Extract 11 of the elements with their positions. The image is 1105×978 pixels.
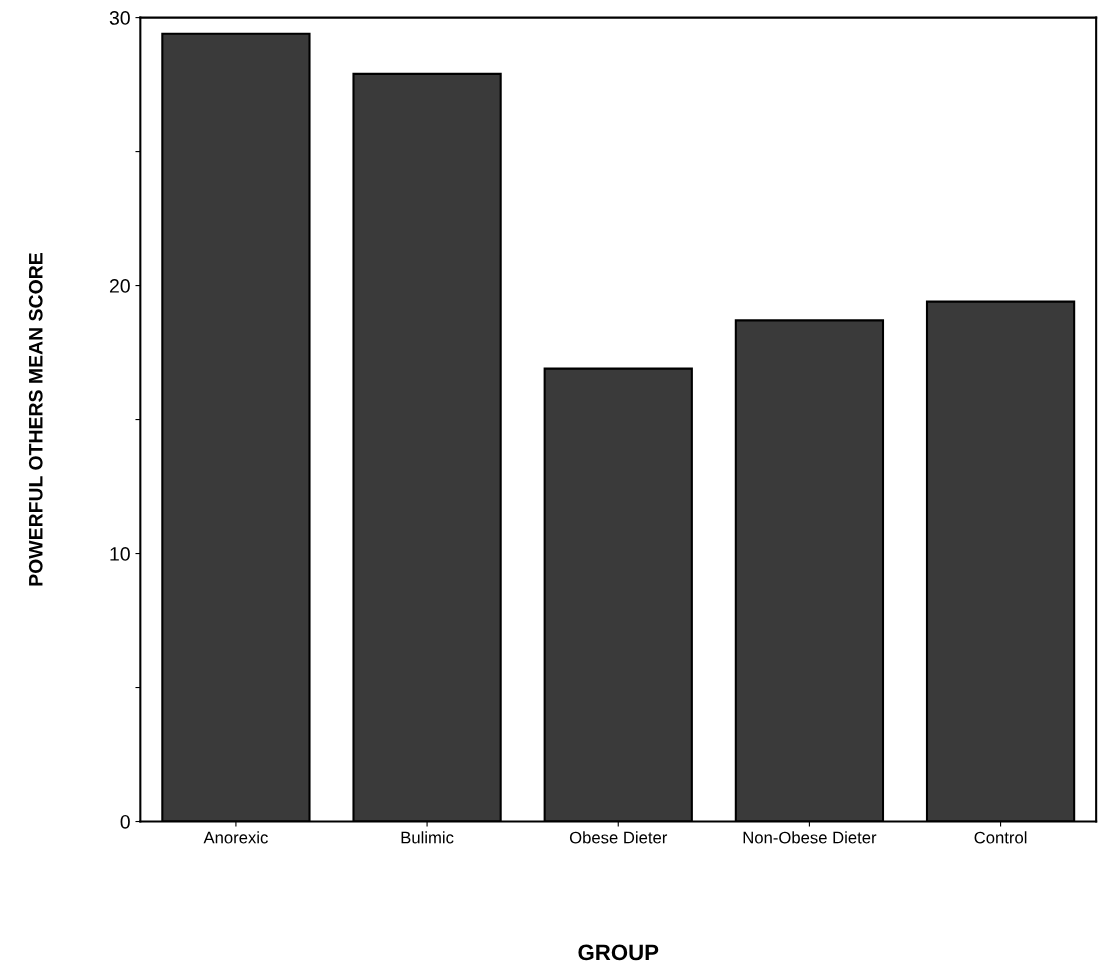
x-tick-label: Obese Dieter bbox=[569, 831, 668, 844]
x-tick-label: Anorexic bbox=[203, 831, 268, 844]
y-tick-label: 0 bbox=[120, 814, 130, 829]
x-tick-label: Non-Obese Dieter bbox=[743, 831, 877, 844]
x-tick-label: Bulimic bbox=[401, 831, 454, 844]
x-tick-label: Control bbox=[974, 831, 1027, 844]
y-axis-title: POWERFUL OTHERS MEAN SCORE bbox=[28, 253, 43, 586]
x-axis-title: GROUP bbox=[578, 944, 659, 961]
y-tick-label: 30 bbox=[109, 11, 130, 25]
y-tick-label: 20 bbox=[109, 279, 130, 293]
y-tick-label: 10 bbox=[110, 547, 130, 561]
